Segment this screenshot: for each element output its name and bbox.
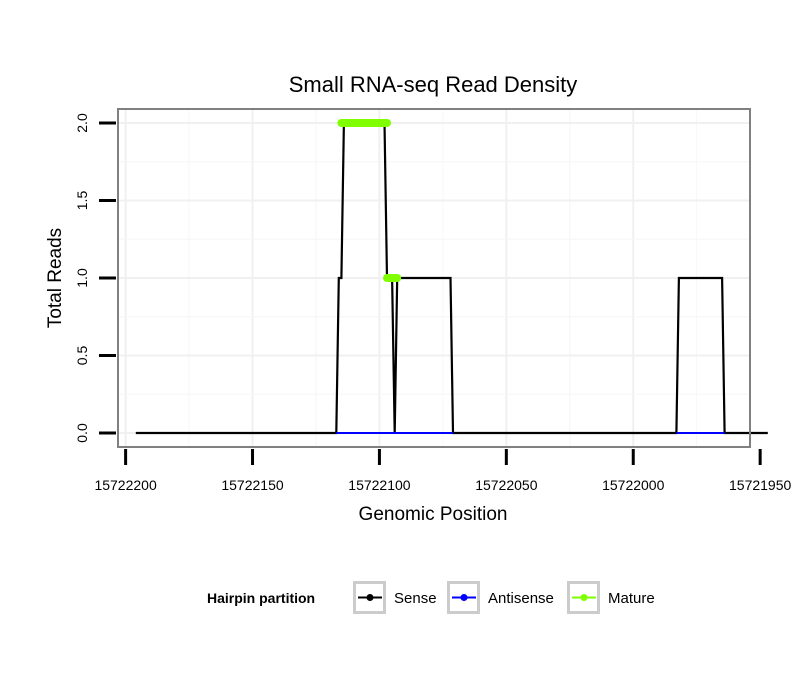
legend-label: Sense [394, 590, 437, 607]
legend-key-point [366, 594, 374, 601]
chart-title: Small RNA-seq Read Density [289, 72, 578, 97]
x-tick-label: 15722150 [221, 477, 284, 493]
legend-item-mature: Mature [567, 581, 655, 614]
axis-ticks: 15722200 15722150 15722100 15722050 15722000… [74, 113, 792, 493]
legend-key-point [580, 594, 588, 601]
x-axis-title: Genomic Position [359, 504, 508, 525]
data-series [135, 118, 768, 435]
legend-title: Hairpin partition [207, 590, 315, 606]
plot-border [117, 108, 751, 448]
y-tick-label: 1.0 [74, 268, 90, 288]
x-tick-label: 15722100 [348, 477, 411, 493]
x-tick-label: 15722200 [94, 477, 157, 493]
legend-label: Mature [608, 590, 655, 607]
y-tick-label: 2.0 [74, 113, 90, 133]
legend: Hairpin partition Sense Antisense Mature [207, 581, 655, 614]
legend-item-antisense: Antisense [447, 581, 554, 614]
legend-label: Antisense [488, 590, 554, 607]
y-tick-label: 1.5 [74, 191, 90, 211]
y-axis-title: Total Reads [45, 228, 66, 328]
x-tick-label: 15722000 [602, 477, 665, 493]
y-tick-label: 0.5 [74, 346, 90, 366]
x-tick-label: 15722050 [475, 477, 538, 493]
legend-item-sense: Sense [353, 581, 437, 614]
x-tick-label: 15721950 [729, 477, 792, 493]
y-tick-label: 0.0 [74, 423, 90, 443]
legend-key-point [460, 594, 468, 601]
